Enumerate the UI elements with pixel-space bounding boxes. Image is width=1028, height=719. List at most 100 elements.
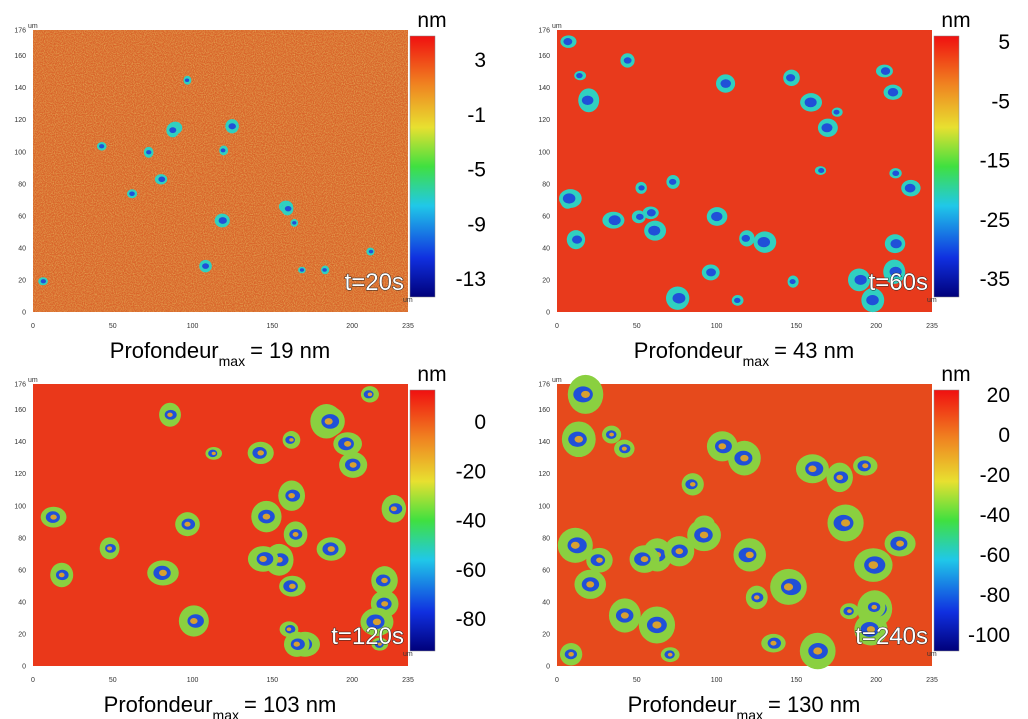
- caption-sub: max: [743, 353, 769, 369]
- colorbar-tick-label: -1: [467, 104, 486, 127]
- pit-center: [288, 492, 295, 499]
- pit-center: [377, 642, 382, 646]
- colorbar-tick-label: -40: [456, 510, 486, 533]
- x-tick-label: 200: [870, 677, 882, 684]
- colorbar-tick-label: -13: [456, 268, 486, 291]
- pit-core: [648, 225, 661, 236]
- y-tick-label: 120: [538, 117, 550, 124]
- pit-center: [652, 621, 662, 629]
- pit-center: [581, 390, 590, 398]
- pit-center: [257, 450, 264, 456]
- pit-core: [99, 144, 105, 149]
- x-tick-label: 0: [555, 677, 559, 684]
- pit-center: [609, 432, 614, 437]
- pit-core: [636, 213, 644, 220]
- colorbar: [409, 35, 436, 298]
- pit-core: [158, 176, 166, 183]
- pit-core: [563, 38, 573, 46]
- pit-core: [734, 297, 741, 304]
- pit-center: [344, 440, 352, 447]
- y-tick-label: 176: [14, 28, 26, 35]
- colorbar-unit: nm: [941, 9, 970, 32]
- pit-core: [866, 294, 879, 306]
- x-tick-label: 235: [926, 323, 938, 330]
- colorbar-tick-label: -80: [456, 608, 486, 631]
- pit-core: [228, 123, 236, 130]
- colorbar-tick-label: -9: [467, 213, 486, 236]
- pit-center: [596, 557, 603, 563]
- caption-rest: = 19 nm: [250, 338, 330, 363]
- y-tick-label: 60: [18, 567, 26, 574]
- x-unit: um: [927, 651, 937, 658]
- pit-center: [184, 521, 191, 527]
- y-tick-label: 120: [538, 471, 550, 478]
- colorbar: [933, 35, 960, 298]
- colorbar-unit: nm: [941, 363, 970, 386]
- pit-center: [390, 506, 397, 512]
- x-tick-label: 200: [870, 323, 882, 330]
- y-tick-label: 100: [538, 503, 550, 510]
- caption-rest: = 130 nm: [768, 692, 860, 717]
- pit-center: [813, 647, 823, 655]
- caption: Profondeurmax = 130 nm: [628, 692, 861, 719]
- y-tick-label: 20: [18, 277, 26, 284]
- pit-core: [218, 217, 227, 224]
- pit-center: [372, 618, 382, 626]
- x-tick-label: 100: [711, 677, 723, 684]
- pit-core: [880, 67, 891, 75]
- pit-core: [672, 292, 686, 304]
- colorbar-tick-label: -35: [980, 268, 1010, 291]
- y-tick-label: 80: [542, 535, 550, 542]
- caption-main: Profondeur: [634, 338, 743, 363]
- panel: nm 0 -20 -40 -60 -80 0 50 100 150 200 235 0 20 40 60 80 1…: [14, 363, 486, 719]
- colorbar-tick-label: 20: [987, 384, 1010, 407]
- pit-core: [890, 239, 902, 249]
- pit-core: [711, 211, 723, 222]
- y-tick-label: 80: [18, 181, 26, 188]
- x-tick-label: 235: [402, 677, 414, 684]
- pit-center: [190, 617, 198, 624]
- pit-center: [841, 519, 851, 527]
- x-unit: um: [927, 297, 937, 304]
- x-tick-label: 0: [31, 323, 35, 330]
- colorbar-tick-label: 0: [474, 411, 486, 434]
- y-tick-label: 160: [14, 53, 26, 60]
- afm-image: [557, 30, 932, 312]
- colorbar-tick-label: -60: [980, 544, 1010, 567]
- pit-core: [904, 183, 916, 193]
- pit-center: [289, 438, 294, 442]
- pit-center: [675, 548, 684, 555]
- caption-rest: = 43 nm: [774, 338, 854, 363]
- caption: Profondeurmax = 19 nm: [110, 338, 330, 369]
- colorbar-tick-label: -5: [467, 159, 486, 182]
- pit-center: [259, 555, 267, 562]
- pit-center: [167, 412, 173, 417]
- y-tick-label: 140: [538, 439, 550, 446]
- pit-center: [381, 601, 389, 607]
- x-tick-label: 100: [711, 323, 723, 330]
- pit-center: [293, 641, 300, 647]
- pit-core: [571, 235, 583, 244]
- y-tick-label: 60: [542, 213, 550, 220]
- pit-center: [667, 652, 673, 657]
- pit-center: [586, 581, 595, 588]
- pit-core: [887, 88, 899, 97]
- colorbar-tick-label: -5: [991, 90, 1010, 113]
- pit-center: [58, 572, 65, 578]
- pit-center: [289, 583, 296, 589]
- pit-core: [576, 72, 583, 79]
- y-tick-label: 176: [538, 28, 550, 35]
- x-tick-label: 235: [402, 323, 414, 330]
- pit-core: [299, 268, 305, 272]
- pit-core: [706, 268, 716, 277]
- pit-core: [818, 168, 825, 174]
- x-tick-label: 150: [267, 677, 279, 684]
- y-unit: um: [28, 377, 38, 384]
- y-tick-label: 140: [14, 439, 26, 446]
- pit-center: [754, 595, 760, 600]
- colorbar-tick-label: -15: [980, 150, 1010, 173]
- y-tick-label: 0: [22, 310, 26, 317]
- y-tick-label: 100: [14, 149, 26, 156]
- caption-main: Profondeur: [110, 338, 219, 363]
- colorbar-unit: nm: [417, 9, 446, 32]
